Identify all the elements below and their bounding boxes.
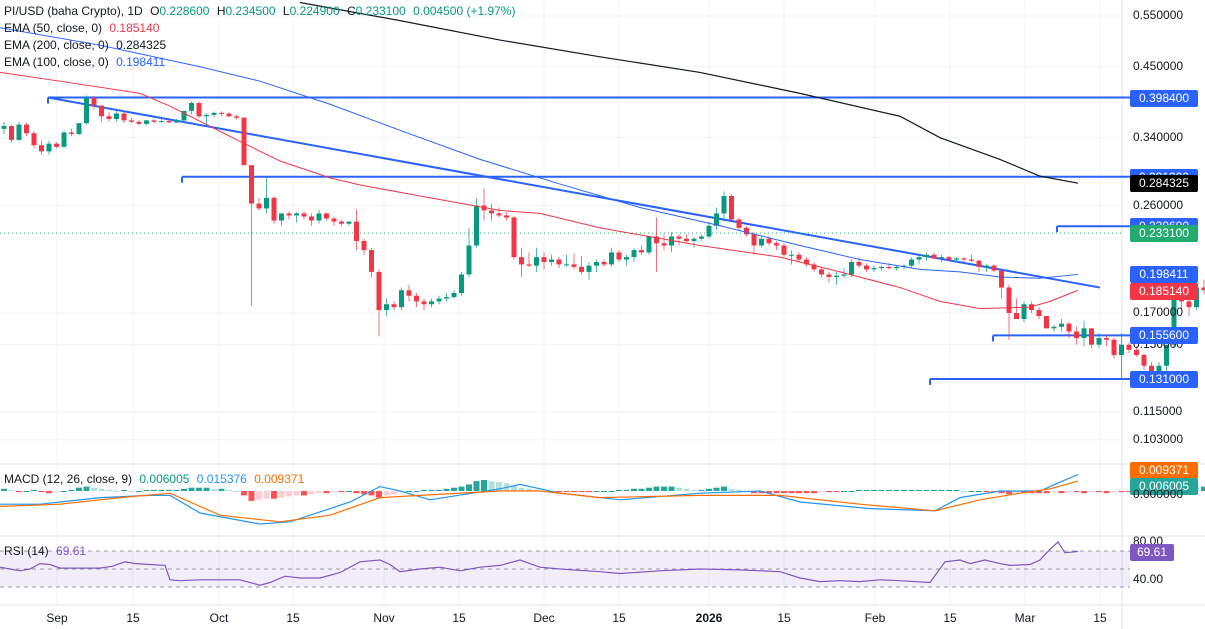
price-axis-label: 0.340000 <box>1133 129 1184 144</box>
ohlc-close: C0.233100 <box>346 4 406 18</box>
price-tag: 0.185140 <box>1130 283 1198 301</box>
ema-lines <box>0 1 1079 310</box>
support-resistance-levels <box>0 96 1130 385</box>
ema100-legend[interactable]: EMA (100, close, 0) 0.198411 <box>4 54 169 71</box>
time-axis-label: 15 <box>777 611 791 625</box>
ohlc-low: L0.224900 <box>282 4 340 18</box>
price-axis-label: 0.103000 <box>1133 431 1184 446</box>
time-axis-label: Mar <box>1014 611 1036 625</box>
ema200-value: 0.284325 <box>116 38 167 52</box>
time-axis-label: 15 <box>1093 611 1107 625</box>
price-tag: 0.198411 <box>1130 265 1198 283</box>
time-axis-label: 2026 <box>695 611 723 625</box>
price-axis-label: 0.550000 <box>1133 7 1184 22</box>
price-axis-label: 0.170000 <box>1133 305 1184 319</box>
macd-line-value: 0.015376 <box>196 472 247 486</box>
macd-zero-label: 0.000000 <box>1133 487 1184 501</box>
macd-hist-value: 0.006005 <box>139 472 190 486</box>
time-axis-label: 15 <box>286 611 300 625</box>
symbol-title: PI/USD (baha Crypto), 1D <box>4 4 143 18</box>
ohlc-high: H0.234500 <box>216 4 276 18</box>
symbol-legend[interactable]: PI/USD (baha Crypto), 1D O0.228600 H0.23… <box>4 3 519 20</box>
ema50-legend[interactable]: EMA (50, close, 0) 0.185140 <box>4 20 163 37</box>
time-axis-label: Feb <box>864 611 886 625</box>
rsi-label: RSI (14) <box>4 544 49 558</box>
macd-pane <box>0 473 1205 525</box>
rsi-legend[interactable]: RSI (14) 69.61 <box>4 543 90 560</box>
price-axis-label: 0.260000 <box>1133 197 1184 212</box>
ema200-label: EMA (200, close, 0) <box>4 38 109 52</box>
time-axis-label: Dec <box>533 611 555 625</box>
ema50-value: 0.185140 <box>109 21 160 35</box>
price-tag: 0.284325 <box>1130 174 1198 192</box>
macd-signal-tag: 0.009371 <box>1130 462 1198 479</box>
ohlc-change: 0.004500 (+1.97%) <box>413 4 516 18</box>
macd-hist-tag: 0.006005 <box>1130 478 1198 495</box>
price-axis-label: 0.115000 <box>1133 403 1183 418</box>
price-tag: 0.131000 <box>1130 370 1198 388</box>
time-axis-label: 15 <box>612 611 626 625</box>
time-axis-label: 15 <box>452 611 466 625</box>
time-axis-label: Sep <box>46 611 68 625</box>
rsi-pane <box>0 541 1130 588</box>
price-tag: 0.398400 <box>1130 89 1198 107</box>
macd-signal-value: 0.009371 <box>254 472 305 486</box>
ema50-label: EMA (50, close, 0) <box>4 21 103 35</box>
ema100-label: EMA (100, close, 0) <box>4 55 109 69</box>
rsi-value: 69.61 <box>56 544 87 558</box>
time-axis-label: 15 <box>943 611 957 625</box>
rsi-axis-40: 40.00 <box>1133 572 1164 586</box>
rsi-tag: 69.61 <box>1130 544 1174 561</box>
time-axis-label: Nov <box>373 611 395 625</box>
macd-label: MACD (12, 26, close, 9) <box>4 472 133 486</box>
ema200-legend[interactable]: EMA (200, close, 0) 0.284325 <box>4 37 170 54</box>
macd-legend[interactable]: MACD (12, 26, close, 9) 0.006005 0.01537… <box>4 471 308 488</box>
time-axis-label: Oct <box>209 611 229 625</box>
price-tag: 0.155600 <box>1130 327 1198 345</box>
price-tag: 0.233100 <box>1130 225 1198 243</box>
ohlc-open: O0.228600 <box>150 4 210 18</box>
ema100-value: 0.198411 <box>116 55 166 69</box>
price-axis-label: 0.450000 <box>1133 58 1184 73</box>
time-axis-label: 15 <box>126 611 140 625</box>
